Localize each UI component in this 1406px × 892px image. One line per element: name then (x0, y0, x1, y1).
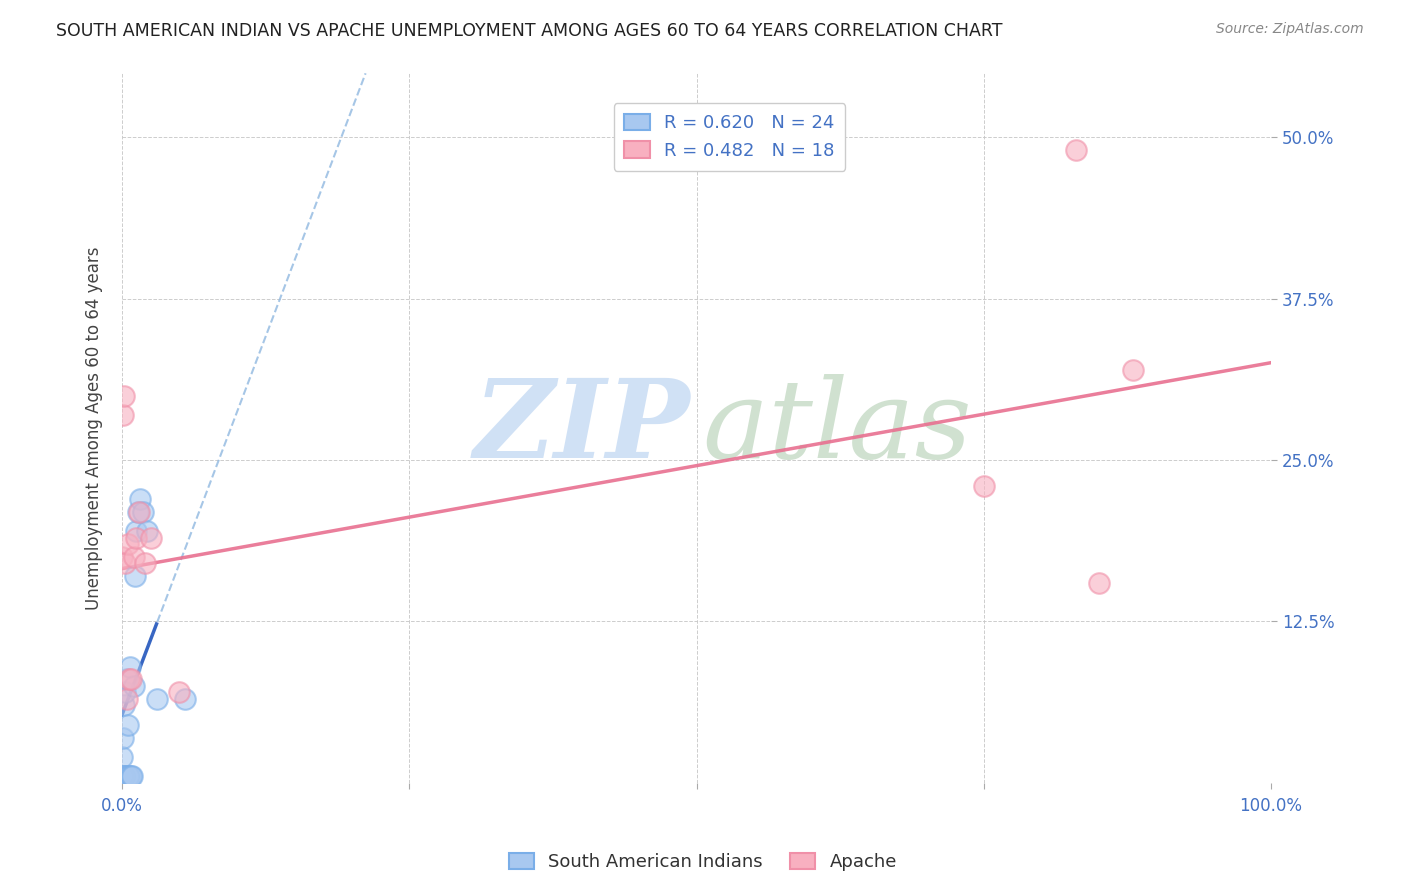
Point (973, 479, 995, 493)
Point (139, 531, 162, 545)
Point (112, 408, 135, 422)
Point (111, 549, 134, 564)
Point (114, 685, 136, 699)
Point (117, 769, 139, 783)
Point (145, 691, 167, 706)
Legend: South American Indians, Apache: South American Indians, Apache (502, 846, 904, 879)
Point (120, 659, 142, 673)
Point (169, 685, 191, 699)
Y-axis label: Unemployment Among Ages 60 to 64 years: Unemployment Among Ages 60 to 64 years (86, 246, 103, 609)
Point (111, 769, 134, 783)
Point (114, 557, 136, 571)
Point (121, 769, 143, 783)
Point (118, 673, 141, 687)
Point (136, 524, 159, 538)
Point (120, 769, 142, 783)
Point (132, 505, 155, 519)
Point (125, 531, 148, 545)
Point (122, 549, 145, 564)
Point (117, 717, 139, 731)
Text: Source: ZipAtlas.com: Source: ZipAtlas.com (1216, 22, 1364, 37)
Point (1087, 575, 1109, 590)
Point (134, 557, 156, 571)
Point (1122, 363, 1144, 377)
Point (1064, 144, 1087, 158)
Text: ZIP: ZIP (474, 374, 690, 482)
Point (112, 698, 135, 713)
Point (129, 491, 152, 506)
Point (174, 691, 197, 706)
Point (115, 673, 138, 687)
Point (125, 524, 148, 538)
Point (118, 769, 141, 783)
Point (124, 569, 146, 583)
Point (112, 769, 135, 783)
Point (127, 505, 149, 519)
Text: atlas: atlas (702, 374, 972, 482)
Point (120, 673, 142, 687)
Legend: R = 0.620   N = 24, R = 0.482   N = 18: R = 0.620 N = 24, R = 0.482 N = 18 (613, 103, 845, 170)
Point (112, 769, 135, 783)
Point (128, 505, 150, 519)
Point (112, 731, 135, 745)
Point (114, 769, 136, 783)
Point (117, 537, 139, 551)
Text: SOUTH AMERICAN INDIAN VS APACHE UNEMPLOYMENT AMONG AGES 60 TO 64 YEARS CORRELATI: SOUTH AMERICAN INDIAN VS APACHE UNEMPLOY… (56, 22, 1002, 40)
Point (115, 691, 138, 706)
Point (122, 679, 145, 693)
Point (111, 750, 134, 764)
Point (112, 388, 135, 402)
